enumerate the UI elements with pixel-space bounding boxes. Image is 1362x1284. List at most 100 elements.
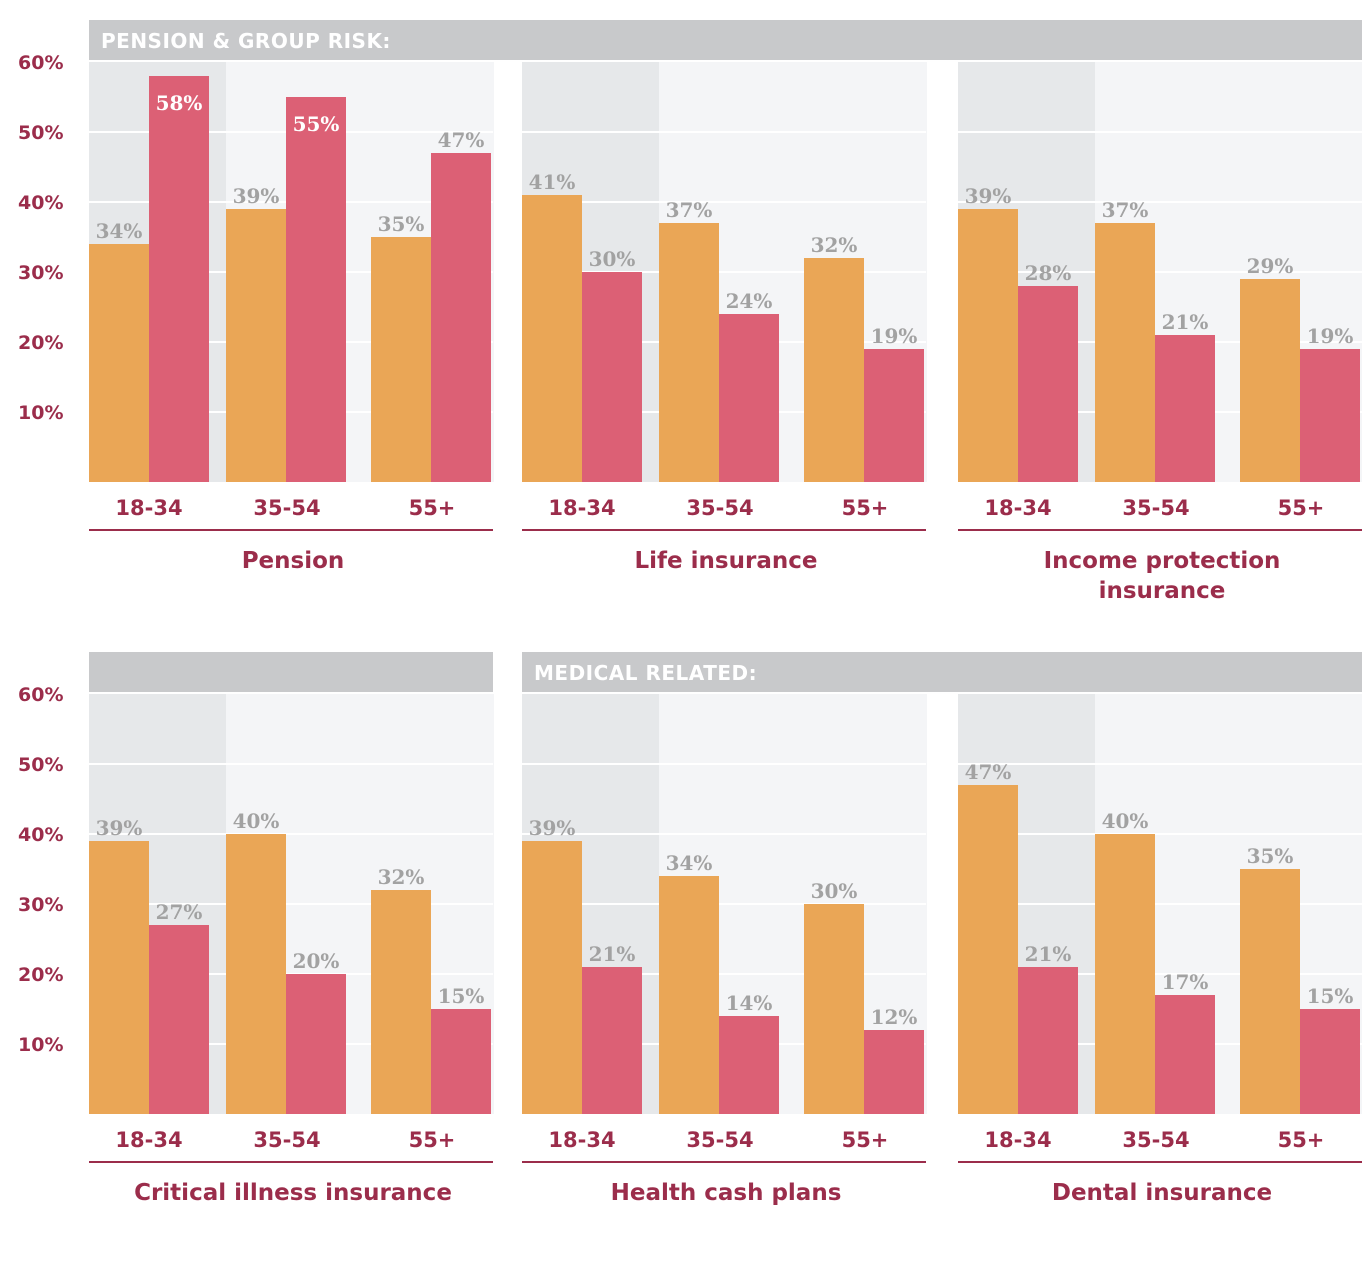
bar-series-a xyxy=(89,841,149,1114)
bar-series-b xyxy=(719,1016,779,1114)
y-tick-label: 10% xyxy=(18,1034,63,1056)
panel-title: Income protection xyxy=(1044,548,1281,574)
value-label: 24% xyxy=(726,289,773,313)
category-label: 55+ xyxy=(1278,496,1325,520)
bar-series-a xyxy=(522,195,582,482)
panel-title: Dental insurance xyxy=(1052,1180,1272,1206)
y-tick-label: 10% xyxy=(18,402,63,424)
y-tick-label: 60% xyxy=(18,684,63,706)
panel-title: Critical illness insurance xyxy=(134,1180,452,1206)
y-tick-label: 20% xyxy=(18,332,63,354)
value-label: 32% xyxy=(378,865,425,889)
value-label: 39% xyxy=(529,816,576,840)
value-label: 12% xyxy=(871,1005,918,1029)
bar-series-a xyxy=(659,876,719,1114)
category-label: 18-34 xyxy=(984,1128,1051,1152)
category-label: 55+ xyxy=(409,1128,456,1152)
value-label: 32% xyxy=(811,233,858,257)
value-label: 19% xyxy=(1307,324,1354,348)
chart-panel: 34% 58% 18-34 39% 55% 35-54 35% 47% 55+ Pension 10… xyxy=(18,52,494,574)
bar-series-a xyxy=(89,244,149,482)
group-header-label: PENSION & GROUP RISK: xyxy=(101,29,391,53)
bar-series-b xyxy=(431,153,491,482)
bar-series-a xyxy=(1240,279,1300,482)
value-label: 35% xyxy=(1247,844,1294,868)
category-label: 55+ xyxy=(1278,1128,1325,1152)
value-label: 41% xyxy=(529,170,576,194)
bar-series-b xyxy=(149,76,209,482)
bar-series-b xyxy=(864,349,924,482)
value-label: 27% xyxy=(156,900,203,924)
value-label: 37% xyxy=(666,198,713,222)
chart-panel: 39% 28% 18-34 37% 21% 35-54 29% 19% 55+ Income pr… xyxy=(958,62,1362,604)
bar-series-b xyxy=(1300,349,1360,482)
value-label: 34% xyxy=(96,219,143,243)
bar-series-a xyxy=(958,209,1018,482)
panel-title: Life insurance xyxy=(635,548,818,574)
bar-series-a xyxy=(226,209,286,482)
value-label: 21% xyxy=(1162,310,1209,334)
value-label: 28% xyxy=(1025,261,1072,285)
y-tick-label: 40% xyxy=(18,824,63,846)
category-label: 35-54 xyxy=(686,1128,753,1152)
value-label: 20% xyxy=(293,949,340,973)
value-label: 15% xyxy=(1307,984,1354,1008)
category-label: 35-54 xyxy=(253,1128,320,1152)
y-tick-label: 20% xyxy=(18,964,63,986)
value-label: 17% xyxy=(1162,970,1209,994)
y-tick-label: 50% xyxy=(18,754,63,776)
bar-series-a xyxy=(522,841,582,1114)
chart-panel: 39% 27% 18-34 40% 20% 35-54 32% 15% 55+ Critical … xyxy=(18,684,494,1206)
value-label: 14% xyxy=(726,991,773,1015)
bar-series-b xyxy=(582,967,642,1114)
value-label: 19% xyxy=(871,324,918,348)
bar-series-b xyxy=(719,314,779,482)
bar-series-b xyxy=(1155,335,1215,482)
value-label: 37% xyxy=(1102,198,1149,222)
category-label: 55+ xyxy=(842,496,889,520)
value-label: 34% xyxy=(666,851,713,875)
value-label: 29% xyxy=(1247,254,1294,278)
value-label: 40% xyxy=(1102,809,1149,833)
category-label: 55+ xyxy=(409,496,456,520)
bar-series-b xyxy=(1155,995,1215,1114)
y-tick-label: 40% xyxy=(18,192,63,214)
group-header-label: MEDICAL RELATED: xyxy=(534,661,757,685)
bar-series-b xyxy=(582,272,642,482)
bar-series-a xyxy=(1240,869,1300,1114)
value-label: 35% xyxy=(378,212,425,236)
bar-series-b xyxy=(1300,1009,1360,1114)
bar-series-a xyxy=(958,785,1018,1114)
category-label: 18-34 xyxy=(115,1128,182,1152)
value-label: 47% xyxy=(438,128,485,152)
bar-series-b xyxy=(431,1009,491,1114)
group-header-bar xyxy=(522,652,1362,692)
bar-series-a xyxy=(371,237,431,482)
bar-series-b xyxy=(286,974,346,1114)
value-label: 30% xyxy=(811,879,858,903)
category-label: 18-34 xyxy=(984,496,1051,520)
y-tick-label: 30% xyxy=(18,894,63,916)
value-label: 40% xyxy=(233,809,280,833)
value-label: 47% xyxy=(965,760,1012,784)
value-label: 21% xyxy=(1025,942,1072,966)
panel-title: Health cash plans xyxy=(611,1180,842,1206)
value-label: 39% xyxy=(96,816,143,840)
value-label: 15% xyxy=(438,984,485,1008)
value-label: 55% xyxy=(293,112,340,136)
panel-title: insurance xyxy=(1099,578,1226,604)
y-tick-label: 50% xyxy=(18,122,63,144)
category-label: 35-54 xyxy=(1122,1128,1189,1152)
category-label: 35-54 xyxy=(253,496,320,520)
bar-series-b xyxy=(286,97,346,482)
value-label: 39% xyxy=(233,184,280,208)
category-label: 55+ xyxy=(842,1128,889,1152)
category-label: 18-34 xyxy=(548,496,615,520)
category-label: 18-34 xyxy=(115,496,182,520)
category-label: 18-34 xyxy=(548,1128,615,1152)
group-header-bar xyxy=(89,20,1362,60)
bar-series-b xyxy=(149,925,209,1114)
bar-series-b xyxy=(1018,967,1078,1114)
y-tick-label: 30% xyxy=(18,262,63,284)
